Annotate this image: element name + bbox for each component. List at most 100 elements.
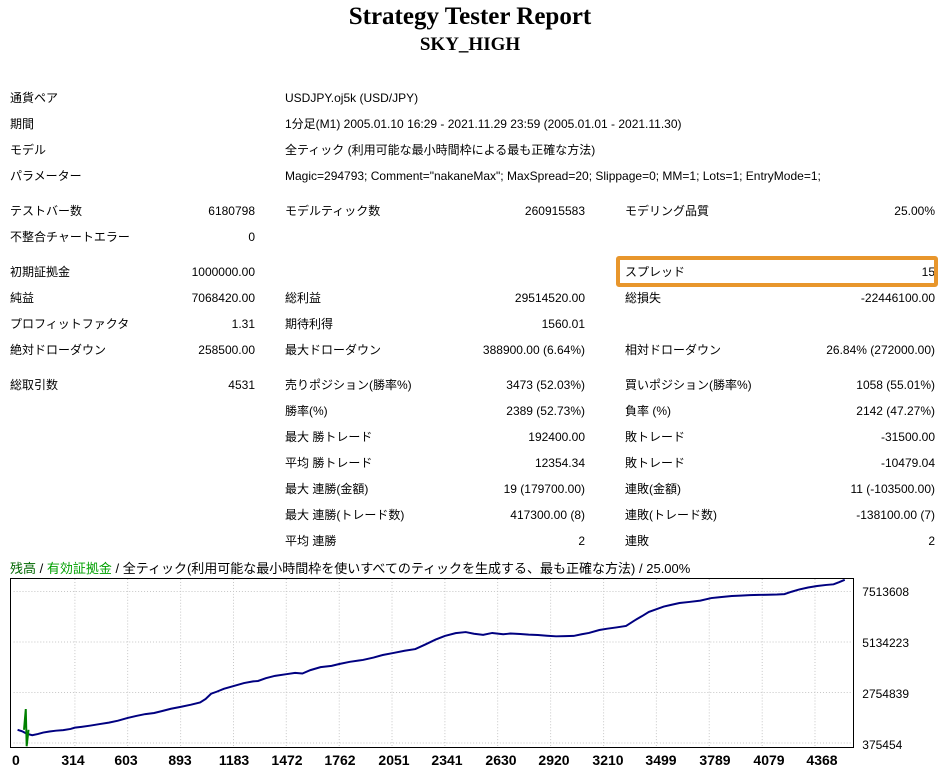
table-row: 絶対ドローダウン 258500.00 最大ドローダウン 388900.00 (6.64… bbox=[10, 337, 935, 363]
equity-curve-svg bbox=[10, 577, 855, 748]
stat-label: 最大 勝トレード bbox=[285, 430, 373, 445]
stat-value: 19 (179700.00) bbox=[503, 481, 585, 496]
stats-table: 通貨ペア USDJPY.oj5k (USD/JPY) 期間 1分足(M1) 2005.… bbox=[10, 85, 938, 554]
stat-value: 11 (-103500.00) bbox=[850, 481, 935, 496]
y-axis-label: 7513608 bbox=[862, 584, 909, 599]
stat-label: モデルティック数 bbox=[285, 204, 381, 219]
legend-balance-label: 残高 bbox=[10, 560, 37, 576]
stat-value: 1.31 bbox=[231, 316, 255, 331]
x-axis-label: 893 bbox=[168, 751, 192, 768]
legend-quality-label: 25.00% bbox=[646, 560, 691, 576]
legend-separator: / bbox=[635, 560, 647, 576]
stat-value: 258500.00 bbox=[198, 342, 255, 357]
x-axis-label: 3499 bbox=[645, 751, 677, 768]
stat-value: -22446100.00 bbox=[860, 290, 935, 305]
stat-label: テストバー数 bbox=[10, 204, 83, 219]
legend-separator: / bbox=[111, 560, 123, 576]
stat-value: 388900.00 (6.64%) bbox=[482, 342, 585, 357]
legend-equity-label: 有効証拠金 bbox=[46, 560, 112, 576]
stat-label: 勝率(%) bbox=[285, 404, 328, 419]
strategy-name: SKY_HIGH bbox=[419, 34, 521, 55]
stat-label: 絶対ドローダウン bbox=[10, 343, 107, 358]
stat-value: 12354.34 bbox=[534, 455, 585, 470]
stat-value: 0 bbox=[248, 229, 255, 244]
stat-label: 連敗(金額) bbox=[625, 482, 681, 497]
stat-value: -31500.00 bbox=[880, 429, 935, 444]
stat-value: 全ティック (利用可能な最小時間枠による最も正確な方法) bbox=[285, 143, 596, 158]
stat-value: -138100.00 (7) bbox=[856, 507, 935, 522]
stat-label: 総損失 bbox=[625, 291, 662, 306]
stat-value: Magic=294793; Comment="nakaneMax"; MaxSp… bbox=[285, 168, 821, 183]
stat-value: 7068420.00 bbox=[191, 290, 255, 305]
stat-label: 期間 bbox=[10, 117, 35, 132]
x-axis-label: 1472 bbox=[271, 751, 303, 768]
x-axis-label: 1762 bbox=[324, 751, 356, 768]
stat-label: 敗トレード bbox=[625, 456, 686, 471]
stat-label: 通貨ペア bbox=[10, 91, 59, 106]
table-row: 総取引数 4531 売りポジション(勝率%) 3473 (52.03%) 買いポジション… bbox=[10, 372, 935, 398]
table-row: パラメーター Magic=294793; Comment="nakaneMax";… bbox=[10, 163, 935, 189]
table-row: 最大 勝トレード 192400.00 敗トレード -31500.00 bbox=[10, 424, 935, 450]
table-row: 平均 連勝 2 連敗 2 bbox=[10, 528, 935, 554]
stat-label: 初期証拠金 bbox=[10, 265, 71, 280]
report-title: Strategy Tester Report bbox=[348, 3, 592, 30]
table-row: 平均 勝トレード 12354.34 敗トレード -10479.04 bbox=[10, 450, 935, 476]
stat-value: -10479.04 bbox=[880, 455, 935, 470]
balance-line bbox=[17, 578, 846, 737]
table-row: プロフィットファクタ 1.31 期待利得 1560.01 bbox=[10, 311, 935, 337]
stat-label: 総利益 bbox=[285, 291, 322, 306]
stat-label: 不整合チャートエラー bbox=[10, 230, 130, 245]
stat-value: 29514520.00 bbox=[514, 290, 585, 305]
x-axis-label: 3789 bbox=[699, 751, 731, 768]
table-row: 通貨ペア USDJPY.oj5k (USD/JPY) bbox=[10, 85, 935, 111]
stat-value: 2 bbox=[928, 533, 935, 548]
table-row: 最大 連勝(金額) 19 (179700.00) 連敗(金額) 11 (-103500… bbox=[10, 476, 935, 502]
x-axis-label: 603 bbox=[114, 751, 138, 768]
x-axis-label: 2051 bbox=[378, 751, 410, 768]
table-row: モデル 全ティック (利用可能な最小時間枠による最も正確な方法) bbox=[10, 137, 935, 163]
stat-label: モデリング品質 bbox=[625, 204, 710, 219]
x-axis-label: 4368 bbox=[806, 751, 838, 768]
stat-label: 負率 (%) bbox=[625, 404, 671, 419]
stat-value: 26.84% (272000.00) bbox=[826, 342, 935, 357]
legend-model-label: 全ティック(利用可能な最小時間枠を使いすべてのティックを生成する、最も正確な方法… bbox=[122, 560, 636, 576]
stat-label: プロフィットファクタ bbox=[10, 317, 130, 332]
legend-separator: / bbox=[36, 560, 47, 576]
stat-value: 3473 (52.03%) bbox=[506, 377, 585, 392]
stat-value: 1560.01 bbox=[541, 316, 585, 331]
stat-value: 1分足(M1) 2005.01.10 16:29 - 2021.11.29 23… bbox=[285, 117, 682, 132]
stat-value: 2142 (47.27%) bbox=[856, 403, 935, 418]
stat-label: 最大 連勝(トレード数) bbox=[285, 508, 405, 523]
stat-label: パラメーター bbox=[10, 169, 82, 184]
y-axis-labels: 375454 2754839 5134223 7513608 bbox=[854, 578, 940, 752]
stat-label: 連敗(トレード数) bbox=[625, 508, 717, 523]
x-axis-labels: 0 314 603 893 1183 1472 1762 2051 2341 2630 2920 32… bbox=[10, 748, 940, 772]
stat-label: 総取引数 bbox=[10, 378, 59, 393]
x-axis-label: 2920 bbox=[538, 751, 570, 768]
x-axis-label: 2630 bbox=[485, 751, 517, 768]
y-axis-label: 375454 bbox=[862, 737, 903, 752]
stat-value: USDJPY.oj5k (USD/JPY) bbox=[285, 90, 419, 105]
table-row: テストバー数 6180798 モデルティック数 260915583 モデリング品質 25.… bbox=[10, 198, 935, 224]
x-axis-label: 2341 bbox=[431, 751, 463, 768]
chart-legend: 残高 / 有効証拠金 / 全ティック(利用可能な最小時間枠を使いすべてのティック… bbox=[10, 558, 940, 576]
x-axis-label: 3210 bbox=[592, 751, 624, 768]
stat-label: 期待利得 bbox=[285, 317, 334, 332]
stat-value: 417300.00 (8) bbox=[510, 507, 585, 522]
stat-value: 1058 (55.01%) bbox=[856, 377, 935, 392]
table-row: 純益 7068420.00 総利益 29514520.00 総損失 -22446100.0… bbox=[10, 285, 935, 311]
table-row: 不整合チャートエラー 0 bbox=[10, 224, 935, 250]
stat-label: 平均 勝トレード bbox=[285, 456, 373, 471]
stat-label: 連敗 bbox=[625, 534, 650, 549]
stat-label: 売りポジション(勝率%) bbox=[285, 378, 412, 393]
y-axis-label: 5134223 bbox=[862, 635, 909, 650]
stat-value: 260915583 bbox=[524, 203, 585, 218]
equity-line bbox=[23, 708, 30, 747]
y-axis-label: 2754839 bbox=[862, 686, 909, 701]
stat-value: 15 bbox=[921, 264, 935, 279]
stat-value: 192400.00 bbox=[528, 429, 585, 444]
stat-value: 6180798 bbox=[208, 203, 255, 218]
table-row: 勝率(%) 2389 (52.73%) 負率 (%) 2142 (47.27%) bbox=[10, 398, 935, 424]
stat-value: 4531 bbox=[228, 377, 255, 392]
